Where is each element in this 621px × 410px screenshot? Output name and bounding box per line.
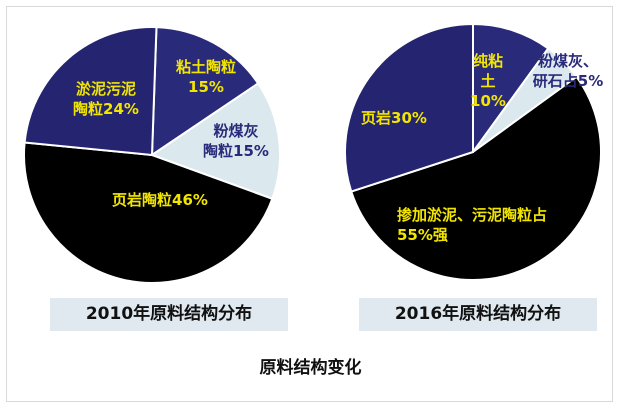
- pie-slice: [23, 141, 274, 284]
- figure-frame: [6, 6, 613, 402]
- slice-label: 纯粘土 10%: [470, 52, 506, 110]
- pie-slice: [150, 26, 260, 157]
- chart-caption-2010: 2010年原料结构分布: [50, 298, 288, 331]
- slice-label: 粉煤灰陶粒15%: [203, 122, 269, 160]
- pie-slice: [472, 22, 550, 156]
- pie-slice: [149, 82, 281, 201]
- slice-label: 页岩陶粒46%: [112, 191, 208, 209]
- pie-slice: [344, 22, 474, 193]
- slice-label: 页岩30%: [361, 109, 427, 127]
- slice-label: 淤泥污泥陶粒24%: [73, 80, 139, 118]
- pie-slice: [23, 26, 158, 157]
- slice-label: 粘土陶粒 15%: [176, 58, 236, 96]
- figure-title: 原料结构变化: [259, 358, 362, 378]
- chart-caption-2016: 2016年原料结构分布: [359, 298, 597, 331]
- slice-label: 掺加淤泥、污泥陶粒占 55%强: [397, 206, 547, 244]
- pie-slice: [349, 75, 602, 281]
- slice-label: 粉煤灰、研石占5%: [533, 52, 603, 90]
